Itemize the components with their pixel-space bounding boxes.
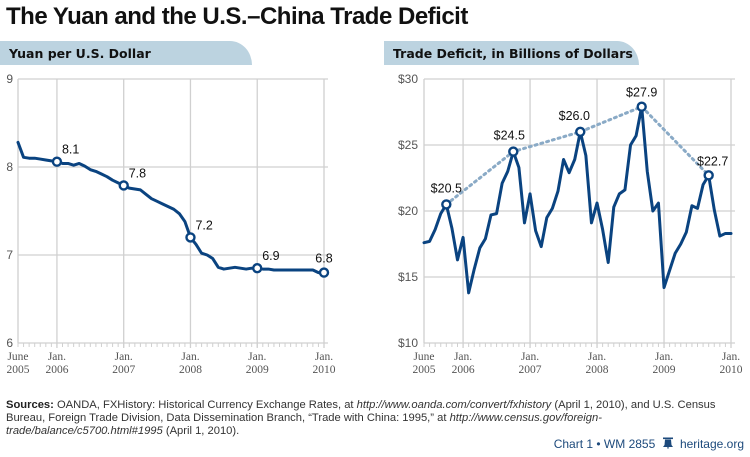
right-data-label: $26.0: [559, 109, 590, 123]
charts-canvas: 9876June2005Jan.2006Jan.2007Jan.2008Jan.…: [6, 72, 743, 376]
site-link[interactable]: heritage.org: [679, 437, 744, 451]
right-xtick-year: 2007: [519, 364, 542, 376]
left-xtick-label: Jan.: [315, 351, 333, 363]
left-point-marker: [318, 267, 330, 278]
left-ytick-label: 8: [6, 160, 13, 174]
right-xtick-label: Jan.: [588, 351, 606, 363]
page-title: The Yuan and the U.S.–China Trade Defici…: [6, 3, 468, 30]
left-point-marker: [51, 156, 63, 167]
right-ytick-label: $25: [398, 138, 418, 152]
sources-text-2: (April 1, 2010), and U.S. Census Bureau,…: [6, 399, 716, 424]
left-data-label: 8.1: [62, 143, 79, 157]
right-xtick-year: 2008: [586, 364, 609, 376]
liberty-bell-icon: [662, 437, 674, 452]
left-xtick-label: Jan.: [181, 351, 199, 363]
right-data-label: $24.5: [494, 129, 525, 143]
left-chart: 9876June2005Jan.2006Jan.2007Jan.2008Jan.…: [6, 72, 335, 376]
left-xtick-label: Jan.: [115, 351, 133, 363]
sources-label: Sources:: [6, 399, 54, 411]
sources-text-1: OANDA, FXHistory: Historical Currency Ex…: [53, 399, 357, 411]
left-data-label: 6.9: [262, 249, 279, 263]
right-xtick-year: 2005: [413, 364, 436, 376]
left-xtick-label: Jan.: [48, 351, 66, 363]
left-xtick-year: 2007: [112, 364, 135, 376]
right-xtick-year: 2006: [452, 364, 475, 376]
left-xtick-label: June: [7, 351, 28, 363]
right-point-marker: [575, 126, 586, 138]
chart-id: Chart 1 • WM 2855: [553, 437, 656, 451]
sources-text-3: (April 1, 2010).: [162, 425, 240, 437]
right-ytick-label: $15: [398, 270, 418, 284]
left-ytick-label: 6: [6, 336, 13, 350]
left-xtick-year: 2006: [45, 364, 68, 376]
right-data-label: $20.5: [431, 181, 462, 195]
left-xtick-year: 2009: [246, 364, 269, 376]
right-data-label: $22.7: [697, 154, 728, 168]
left-ytick-label: 7: [6, 248, 13, 262]
left-chart-title: Yuan per U.S. Dollar: [0, 41, 252, 65]
right-point-marker: [508, 146, 519, 157]
right-point-marker: [441, 199, 452, 210]
left-series-line: [16, 140, 326, 275]
right-xtick-label: Jan.: [655, 351, 673, 363]
left-ytick-label: 9: [6, 72, 13, 86]
left-point-marker: [118, 180, 129, 191]
right-xtick-label: Jan.: [521, 351, 539, 363]
right-xtick-label: June: [413, 351, 434, 363]
left-data-label: 6.8: [315, 252, 332, 266]
right-xtick-year: 2010: [720, 364, 743, 376]
right-chart: $30$25$20$15$10June2005Jan.2006Jan.2007J…: [398, 72, 743, 376]
right-chart-title: Trade Deficit, in Billions of Dollars: [384, 41, 639, 65]
left-xtick-label: Jan.: [248, 351, 266, 363]
left-xtick-year: 2005: [7, 364, 30, 376]
right-data-label: $27.9: [626, 86, 657, 100]
credit-line: Chart 1 • WM 2855 heritage.org: [554, 437, 744, 452]
right-ytick-label: $30: [398, 72, 418, 86]
right-xtick-label: Jan.: [722, 351, 740, 363]
right-xtick-label: Jan.: [454, 351, 472, 363]
sources-url-1[interactable]: http://www.oanda.com/convert/fxhistory: [356, 399, 552, 411]
sources-note: Sources: OANDA, FXHistory: Historical Cu…: [6, 399, 746, 438]
left-point-marker: [252, 263, 263, 274]
left-xtick-year: 2010: [313, 364, 336, 376]
right-point-marker: [703, 170, 714, 181]
left-xtick-year: 2008: [179, 364, 202, 376]
right-ytick-label: $10: [398, 336, 418, 350]
left-data-label: 7.8: [129, 166, 146, 180]
sources-url-2[interactable]: http://www.census.gov/foreign-trade/bala…: [6, 412, 602, 437]
left-point-marker: [185, 232, 196, 243]
right-ytick-label: $20: [398, 204, 418, 218]
right-xtick-year: 2009: [653, 364, 676, 376]
right-point-marker: [636, 101, 647, 112]
left-data-label: 7.2: [195, 218, 212, 232]
right-series-line: [422, 105, 733, 295]
